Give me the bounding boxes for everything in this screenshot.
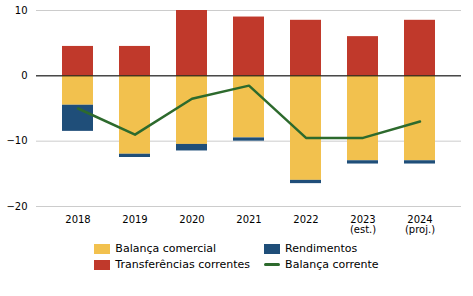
svg-text:2022: 2022 — [293, 214, 318, 225]
svg-text:2018: 2018 — [65, 214, 90, 225]
svg-text:−20: −20 — [6, 201, 27, 212]
svg-text:−10: −10 — [6, 135, 27, 146]
svg-text:2021: 2021 — [236, 214, 261, 225]
svg-text:0: 0 — [21, 70, 27, 81]
html-text:Balança corrente: Balança corrente — [285, 258, 379, 271]
html-text:Rendimentos: Rendimentos — [285, 242, 358, 255]
svg-text:10: 10 — [15, 5, 28, 16]
svg-text:2020: 2020 — [179, 214, 204, 225]
svg-text:2024(proj.): 2024(proj.) — [405, 214, 435, 235]
svg-text:2023(est.): 2023(est.) — [350, 214, 376, 235]
svg-text:2019: 2019 — [122, 214, 147, 225]
html-text:Balança comercial: Balança comercial — [115, 242, 217, 255]
html-text:Transferências correntes: Transferências correntes — [115, 258, 251, 271]
